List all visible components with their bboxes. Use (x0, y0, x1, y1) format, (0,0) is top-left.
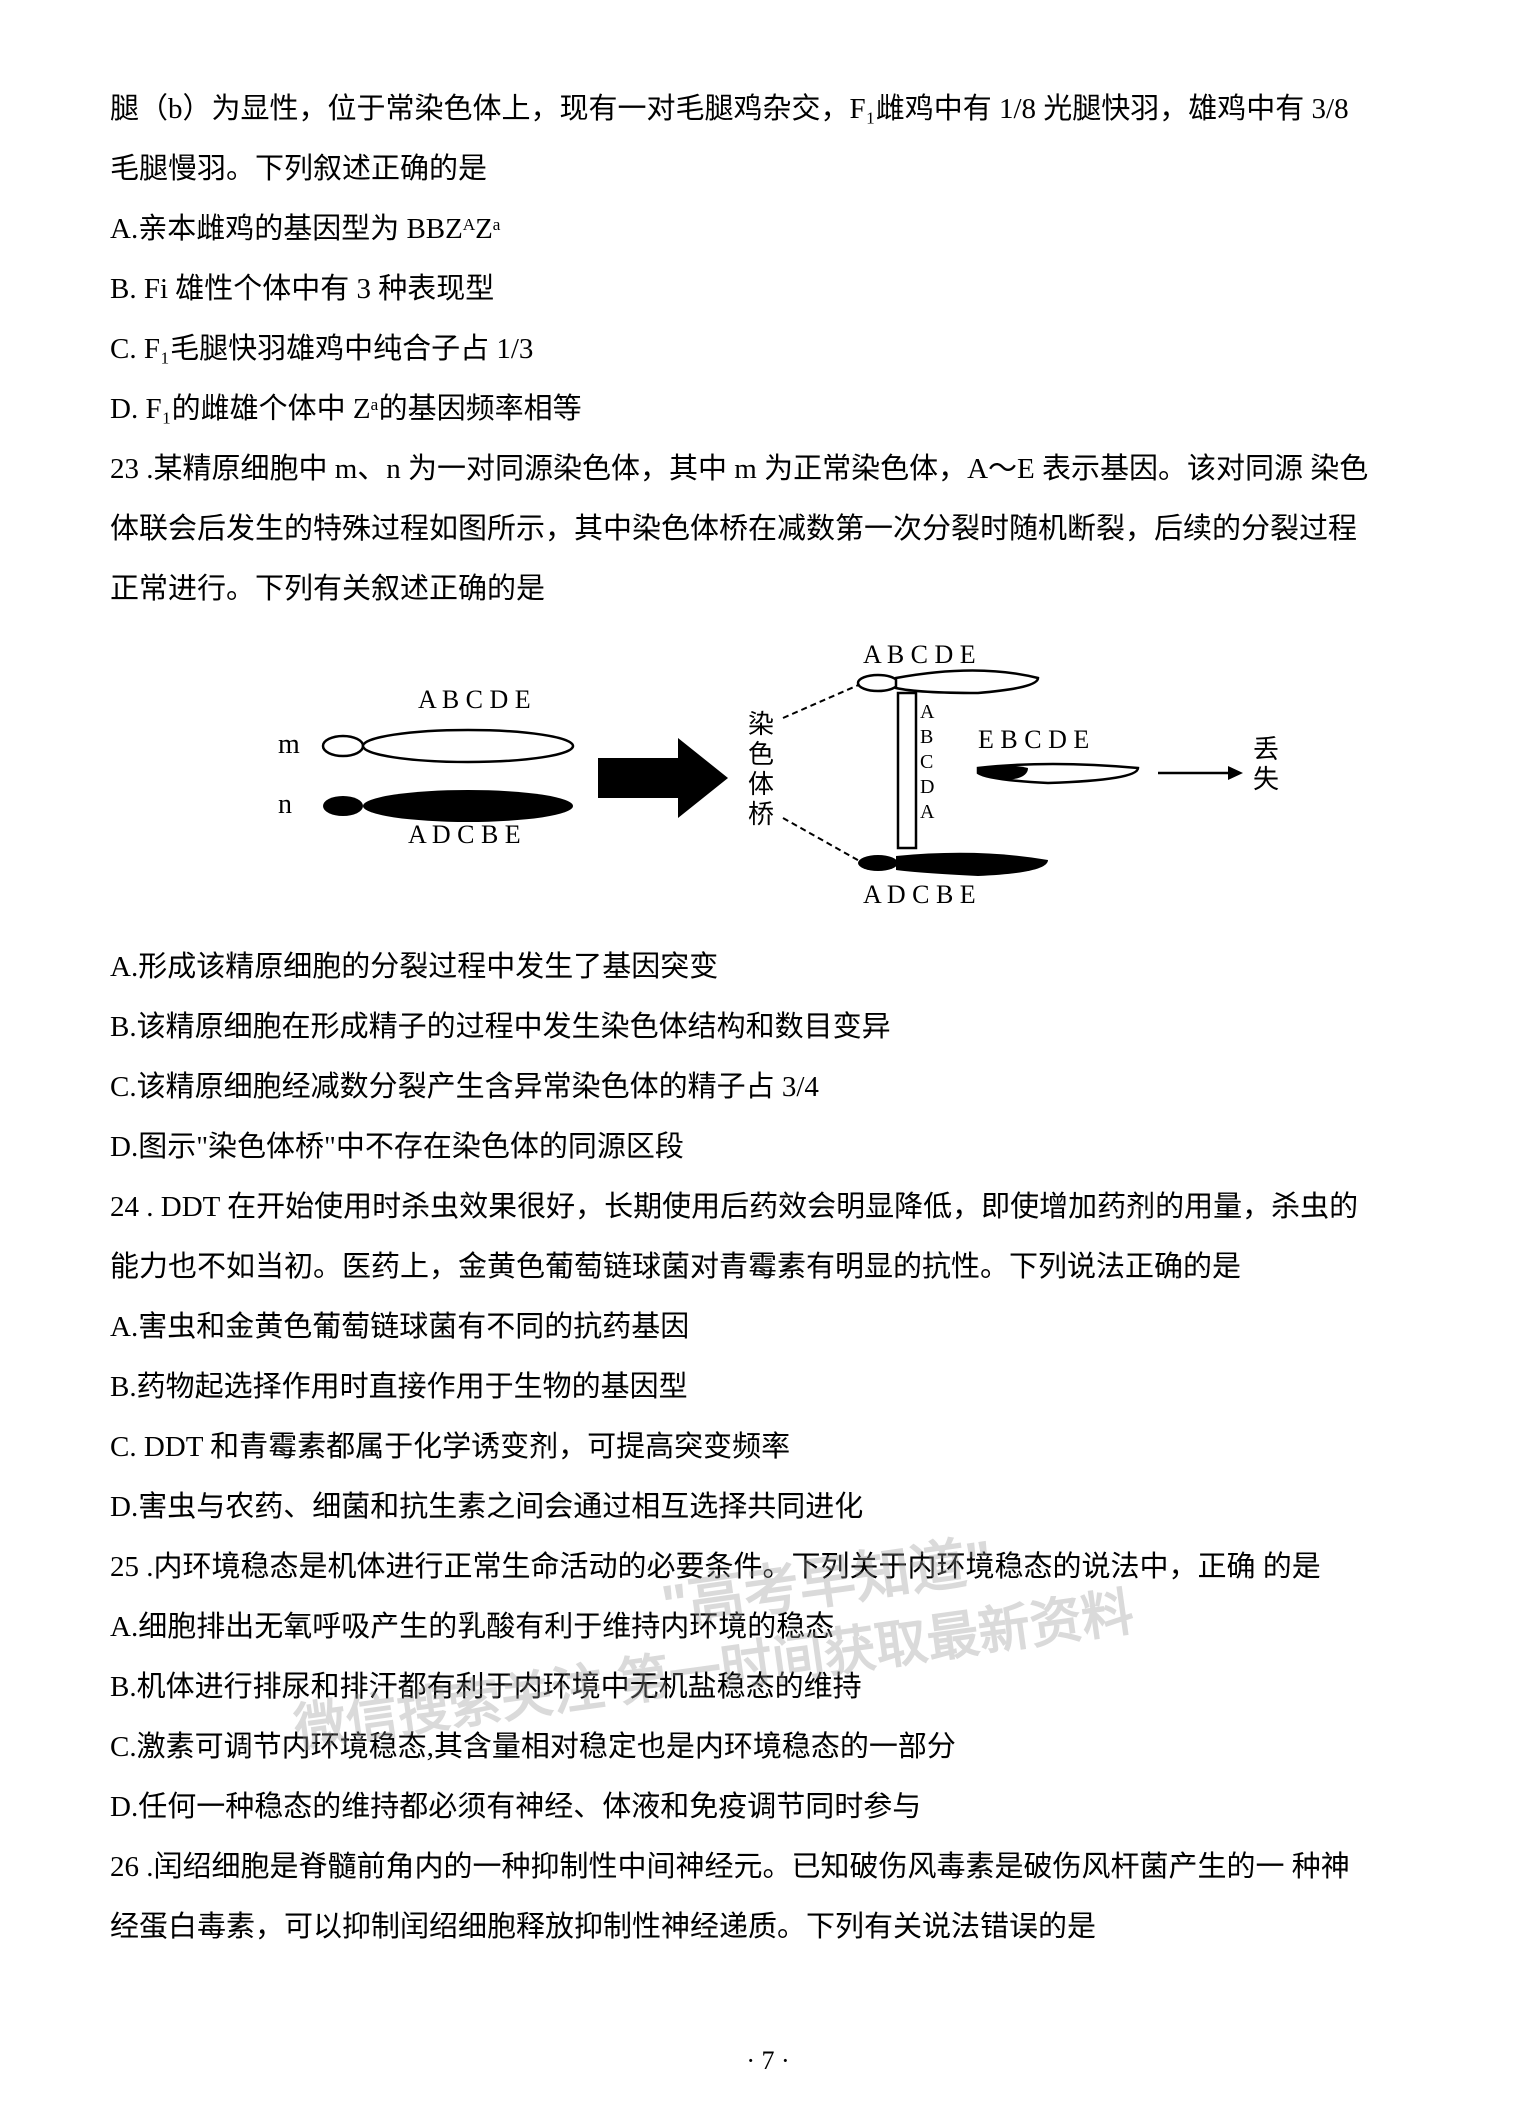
q25-option-a: A.细胞排出无氧呼吸产生的乳酸有利于维持内环境的稳态 (110, 1598, 1426, 1656)
bridge-label-3: 体 (748, 770, 774, 799)
q25-option-b: B.机体进行排尿和排汗都有利于内环境中无机盐稳态的维持 (110, 1658, 1426, 1716)
q22-option-d: D. F₁的雌雄个体中 Zᵃ的基因频率相等 (110, 380, 1426, 438)
q22-intro-line1: 腿（b）为显性，位于常染色体上，现有一对毛腿鸡杂交，F₁雌鸡中有 1/8 光腿快… (110, 80, 1426, 138)
label-m: m (278, 729, 300, 760)
chromosome-diagram: A B C D E m n A D C B E 染 色 体 桥 (218, 638, 1318, 918)
q22-option-c: C. F₁毛腿快羽雄鸡中纯合子占 1/3 (110, 320, 1426, 378)
q24-option-b: B.药物起选择作用时直接作用于生物的基因型 (110, 1358, 1426, 1416)
label-lost-2: 失 (1253, 765, 1279, 794)
q23-option-d: D.图示"染色体桥"中不存在染色体的同源区段 (110, 1118, 1426, 1176)
q26-intro-line1: 26 .闰绍细胞是脊髓前角内的一种抑制性中间神经元。已知破伤风毒素是破伤风杆菌产… (110, 1838, 1426, 1896)
q25-intro: 25 .内环境稳态是机体进行正常生命活动的必要条件。下列关于内环境稳态的说法中，… (110, 1538, 1426, 1596)
q23-option-b: B.该精原细胞在形成精子的过程中发生染色体结构和数目变异 (110, 998, 1426, 1056)
svg-text:A: A (920, 801, 935, 823)
svg-text:A: A (920, 701, 935, 723)
label-n: n (278, 789, 292, 820)
q24-option-c: C. DDT 和青霉素都属于化学诱变剂，可提高突变频率 (110, 1418, 1426, 1476)
q23-intro-line1: 23 .某精原细胞中 m、n 为一对同源染色体，其中 m 为正常染色体，A～E … (110, 440, 1426, 498)
q22-option-a: A.亲本雌鸡的基因型为 BBZᴬZᵃ (110, 200, 1426, 258)
q23-option-a: A.形成该精原细胞的分裂过程中发生了基因突变 (110, 938, 1426, 996)
bridge-label-2: 色 (748, 740, 774, 769)
label-lost-1: 丢 (1253, 735, 1279, 764)
label-ebcde-right: E B C D E (978, 725, 1089, 754)
q24-intro-line1: 24 . DDT 在开始使用时杀虫效果很好，长期使用后药效会明显降低，即使增加药… (110, 1178, 1426, 1236)
q22-intro-line2: 毛腿慢羽。下列叙述正确的是 (110, 140, 1426, 198)
q25-option-d: D.任何一种稳态的维持都必须有神经、体液和免疫调节同时参与 (110, 1778, 1426, 1836)
label-adcbe-center-bottom: A D C B E (863, 880, 976, 909)
exam-content: 腿（b）为显性，位于常染色体上，现有一对毛腿鸡杂交，F₁雌鸡中有 1/8 光腿快… (110, 80, 1426, 1956)
q22-option-b: B. Fi 雄性个体中有 3 种表现型 (110, 260, 1426, 318)
label-abcde-top: A B C D E (418, 685, 531, 714)
label-abcde-center-top: A B C D E (863, 640, 976, 669)
svg-text:D: D (920, 776, 934, 798)
bridge-label-1: 染 (748, 710, 774, 739)
bridge-label-4: 桥 (748, 800, 774, 829)
q23-option-c: C.该精原细胞经减数分裂产生含异常染色体的精子占 3/4 (110, 1058, 1426, 1116)
q23-intro-line2: 体联会后发生的特殊过程如图所示，其中染色体桥在减数第一次分裂时随机断裂，后续的分… (110, 500, 1426, 558)
svg-text:B: B (920, 726, 933, 748)
q25-option-c: C.激素可调节内环境稳态,其含量相对稳定也是内环境稳态的一部分 (110, 1718, 1426, 1776)
label-adcbe-bottom: A D C B E (408, 820, 521, 849)
arrow-icon (598, 738, 728, 818)
page-number: · 7 · (746, 2046, 789, 2076)
chromosome-diagram-container: A B C D E m n A D C B E 染 色 体 桥 (110, 638, 1426, 918)
q24-intro-line2: 能力也不如当初。医药上，金黄色葡萄链球菌对青霉素有明显的抗性。下列说法正确的是 (110, 1238, 1426, 1296)
q23-intro-line3: 正常进行。下列有关叙述正确的是 (110, 560, 1426, 618)
q24-option-d: D.害虫与农药、细菌和抗生素之间会通过相互选择共同进化 (110, 1478, 1426, 1536)
q26-intro-line2: 经蛋白毒素，可以抑制闰绍细胞释放抑制性神经递质。下列有关说法错误的是 (110, 1898, 1426, 1956)
svg-text:C: C (920, 751, 933, 773)
q24-option-a: A.害虫和金黄色葡萄链球菌有不同的抗药基因 (110, 1298, 1426, 1356)
